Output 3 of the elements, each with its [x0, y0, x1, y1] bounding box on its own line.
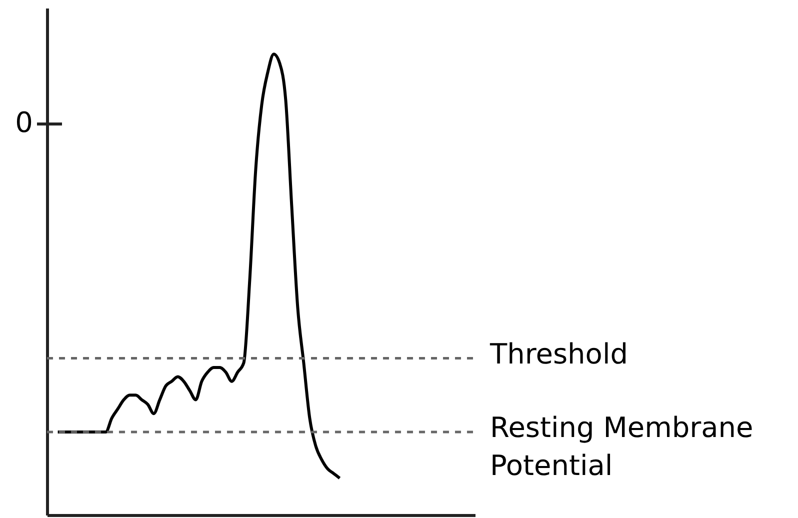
ref-line-label: Resting Membrane Potential	[490, 411, 754, 482]
ref-line-label: Threshold	[489, 337, 628, 370]
text: 0	[15, 106, 33, 139]
